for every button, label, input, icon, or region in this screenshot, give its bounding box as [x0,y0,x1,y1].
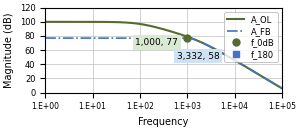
A_FB [157,37,161,39]
A_OL [184,36,188,37]
A_FB [274,84,278,86]
A_OL [274,84,278,86]
A_FB [171,37,175,39]
A_OL [171,31,175,33]
Legend: A_OL, A_FB, f_0dB, f_180: A_OL, A_FB, f_0dB, f_180 [224,12,278,62]
A_OL [156,27,159,28]
Line: A_FB: A_FB [45,38,282,88]
Line: A_OL: A_OL [45,22,282,88]
A_FB [156,37,159,39]
Text: 3,332, 58: 3,332, 58 [177,52,219,61]
A_OL [44,21,47,23]
A_FB [280,88,284,89]
X-axis label: Frequency: Frequency [138,117,189,127]
Y-axis label: Magnitude (dB): Magnitude (dB) [4,12,14,88]
A_OL [237,62,241,64]
A_OL [157,27,161,29]
A_FB [184,37,188,39]
A_OL [280,88,284,89]
A_FB [44,37,47,39]
A_FB [237,62,241,64]
Text: 1,000, 77: 1,000, 77 [135,38,178,47]
